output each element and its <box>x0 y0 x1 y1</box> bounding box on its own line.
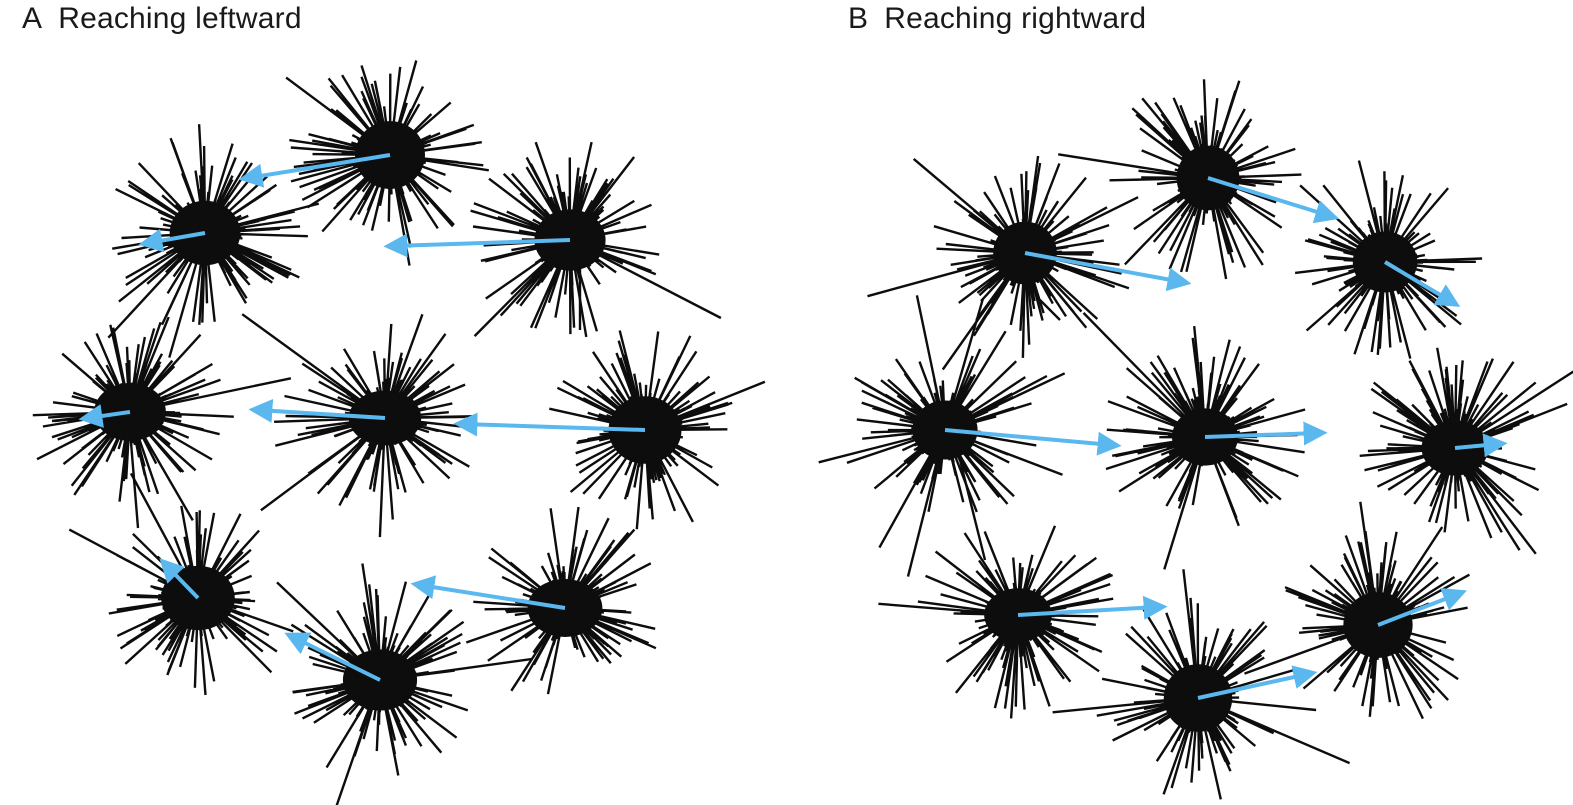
vector-arrow-a-4 <box>248 398 386 423</box>
vector-arrow-b-8 <box>1377 588 1467 627</box>
stray-line <box>1039 299 1061 321</box>
vector-arrow-a-0 <box>238 153 391 188</box>
panel-a-letter: A <box>22 2 43 35</box>
cluster-spikes <box>285 60 489 266</box>
neuron-cluster-a-2 <box>470 141 722 338</box>
vector-arrow-b-7 <box>1197 665 1318 700</box>
vector-arrow-b-1 <box>1024 251 1192 292</box>
vector-arrow-a-1 <box>138 228 206 253</box>
vector-arrow-a-6 <box>159 558 200 600</box>
panel-a-title: A Reaching leftward <box>22 2 302 36</box>
neuron-cluster-a-8 <box>465 506 657 695</box>
cluster-spikes <box>549 330 766 530</box>
cluster-spikes <box>1052 569 1351 800</box>
neuron-cluster-b-5 <box>1359 347 1573 555</box>
panel-b-label: Reaching rightward <box>884 2 1147 35</box>
cluster-spikes <box>1244 501 1470 720</box>
neuron-cluster-a-1 <box>107 124 320 358</box>
vector-arrow-b-5 <box>1454 433 1508 458</box>
vector-arrow-b-0 <box>1207 176 1340 224</box>
cluster-spikes <box>1058 79 1302 280</box>
cluster-spikes <box>107 124 320 358</box>
neuron-cluster-b-7 <box>1052 569 1351 800</box>
vector-arrow-b-2 <box>1383 260 1461 307</box>
vector-arrow-a-5 <box>453 412 646 437</box>
cluster-spikes <box>818 295 1066 577</box>
cluster-spikes <box>32 316 292 522</box>
vector-arrow-a-3 <box>78 404 131 428</box>
vector-arrow-a-8 <box>410 575 566 610</box>
cluster-spikes <box>276 563 532 805</box>
neuron-cluster-a-6 <box>68 472 294 696</box>
cluster-spikes <box>1082 312 1306 570</box>
cluster-spikes <box>878 525 1114 719</box>
neuron-cluster-b-0 <box>1058 79 1302 280</box>
cluster-spikes <box>241 313 477 538</box>
neuron-cluster-a-0 <box>285 60 489 266</box>
vector-arrow-a-7 <box>284 632 381 682</box>
neuron-cluster-b-4 <box>1082 312 1306 570</box>
cluster-spikes <box>68 472 294 696</box>
panel-b-title: B Reaching rightward <box>848 2 1146 36</box>
neuron-cluster-a-7 <box>276 563 532 805</box>
vector-arrow-a-2 <box>383 233 571 258</box>
vector-arrow-b-3 <box>944 428 1122 456</box>
neuron-cluster-b-8 <box>1244 501 1470 720</box>
neuron-cluster-a-3 <box>32 316 292 522</box>
cluster-spikes <box>1294 160 1483 359</box>
neuron-cluster-a-4 <box>241 313 477 538</box>
neuron-cluster-b-2 <box>1294 160 1483 359</box>
panel-a-label: Reaching leftward <box>58 2 302 35</box>
panel-a-diagram <box>32 60 766 805</box>
vector-arrow-b-4 <box>1204 421 1328 446</box>
panel-b-diagram <box>818 79 1573 800</box>
cluster-spikes <box>465 506 657 695</box>
cluster-spikes <box>867 155 1139 371</box>
cluster-spikes <box>1359 347 1573 555</box>
vector-arrow-b-6 <box>1017 595 1168 620</box>
panel-b-letter: B <box>848 2 869 35</box>
